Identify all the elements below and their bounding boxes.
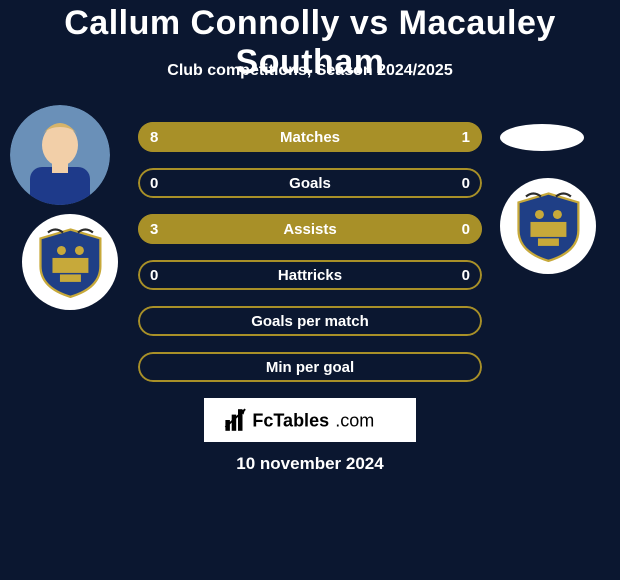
date-label: 10 november 2024 bbox=[0, 454, 620, 474]
player-left-avatar-svg bbox=[10, 105, 110, 205]
bar-value-right: 0 bbox=[462, 175, 470, 192]
stat-row-goals-per-match: Goals per match bbox=[138, 306, 482, 336]
club-crest-right bbox=[500, 178, 596, 274]
bar-seg-left bbox=[138, 122, 444, 152]
svg-text:FcTables: FcTables bbox=[252, 410, 329, 430]
crest-left-svg bbox=[33, 225, 108, 300]
player-right-avatar-blank bbox=[500, 124, 584, 151]
bar-outline bbox=[138, 352, 482, 382]
stat-bars: Matches81Goals00Assists30Hattricks00Goal… bbox=[138, 122, 482, 398]
stat-row-min-per-goal: Min per goal bbox=[138, 352, 482, 382]
bar-label: Hattricks bbox=[138, 267, 482, 284]
fctables-logo-svg: FcTables .com bbox=[215, 402, 405, 438]
stat-row-matches: Matches81 bbox=[138, 122, 482, 152]
bar-outline bbox=[138, 306, 482, 336]
bar-seg-left bbox=[138, 214, 482, 244]
stat-row-goals: Goals0 0 bbox=[138, 168, 482, 198]
svg-text:.com: .com bbox=[335, 410, 374, 430]
bar-outline bbox=[138, 260, 482, 290]
crest-right-svg bbox=[511, 189, 586, 264]
stat-row-assists: Assists30 bbox=[138, 214, 482, 244]
comparison-card: Callum Connolly vs Macauley Southam Club… bbox=[0, 0, 620, 580]
stat-row-hattricks: Hattricks0 0 bbox=[138, 260, 482, 290]
bar-value-right: 0 bbox=[462, 267, 470, 284]
bar-label: Min per goal bbox=[138, 359, 482, 376]
bar-value-left: 0 bbox=[150, 175, 158, 192]
bar-value-left: 0 bbox=[150, 267, 158, 284]
bar-label: Goals per match bbox=[138, 313, 482, 330]
bar-seg-right bbox=[444, 122, 482, 152]
club-crest-left bbox=[22, 214, 118, 310]
season-subtitle: Club competitions, Season 2024/2025 bbox=[0, 62, 620, 80]
bar-label: Goals bbox=[138, 175, 482, 192]
player-left-avatar bbox=[10, 105, 110, 205]
bar-outline bbox=[138, 168, 482, 198]
fctables-logo: FcTables .com bbox=[204, 398, 416, 442]
